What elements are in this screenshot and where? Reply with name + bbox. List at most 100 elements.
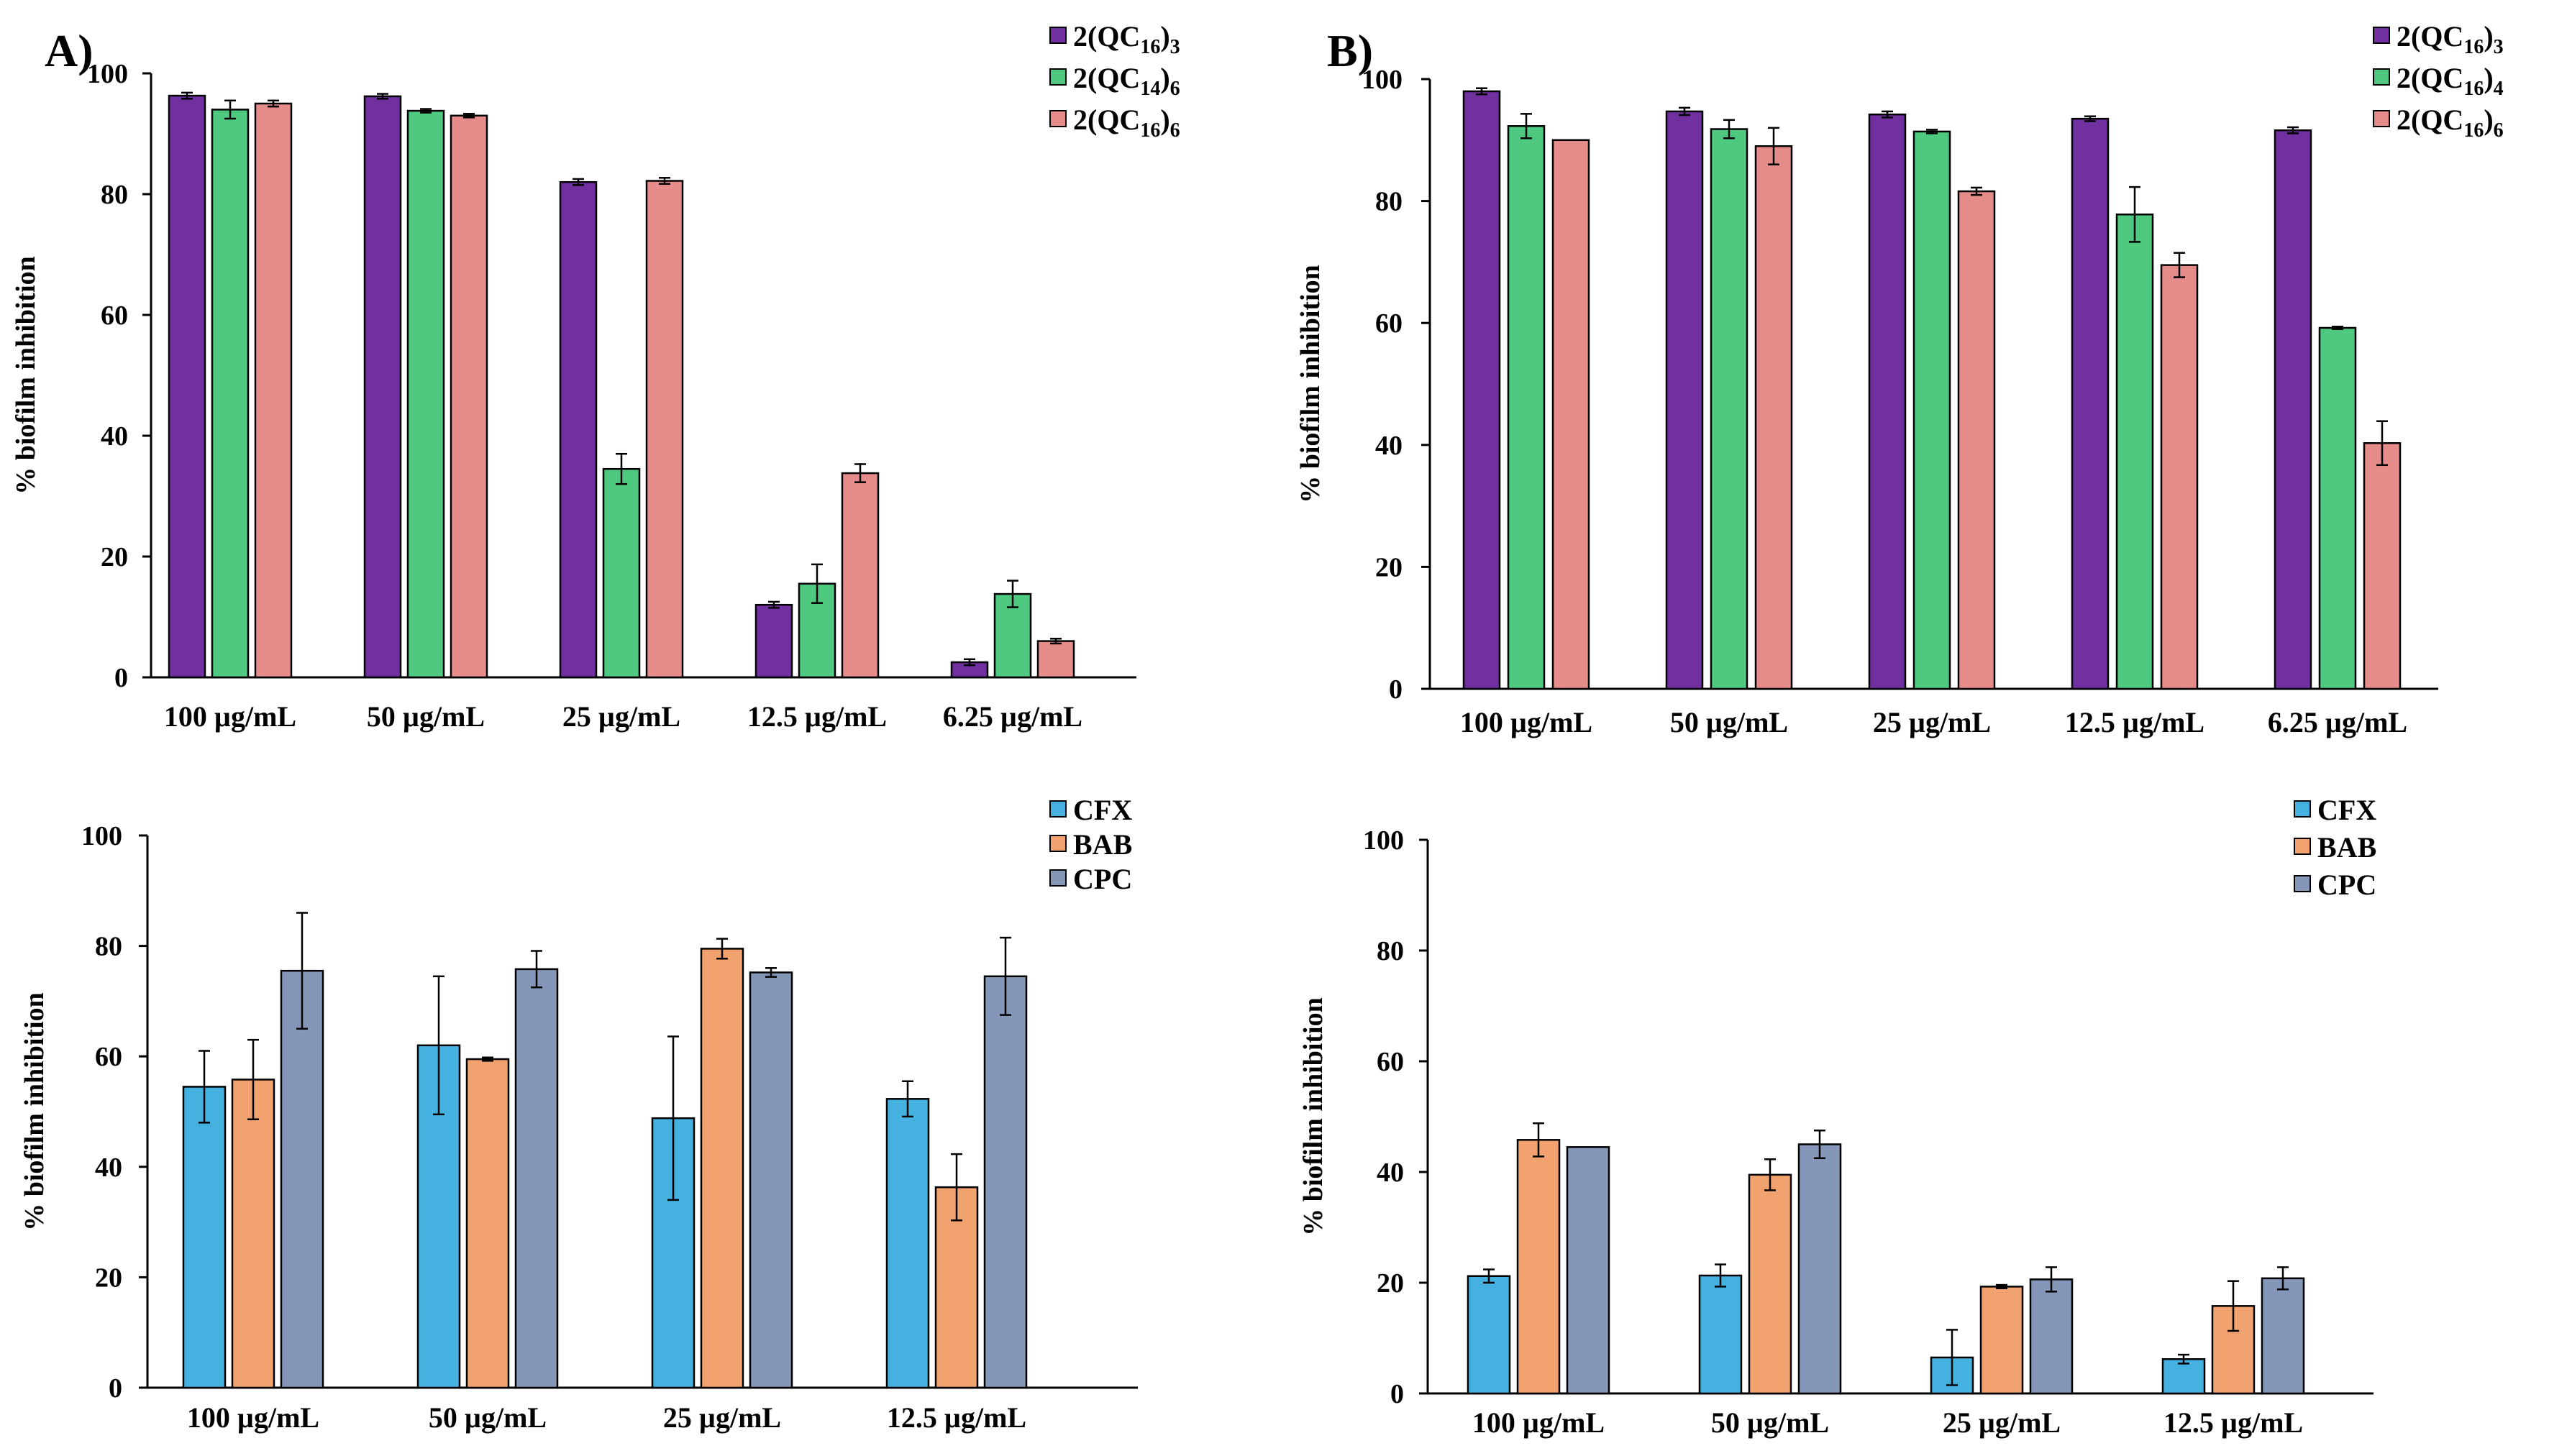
legend-label: 2(QC14)6	[1073, 62, 1180, 100]
y-tick-label: 80	[101, 180, 128, 210]
bar-2-qc16-4	[1912, 130, 1951, 690]
x-tick-label: 25 µg/mL	[562, 700, 680, 733]
bar-bab	[1748, 1173, 1792, 1395]
y-axis-label: % biofilm inhibition	[19, 992, 50, 1231]
chart-b-bottom: 0 20 40 60 80 100 % biofilm inhibition 100 µg/m…	[1298, 794, 2376, 1439]
legend-label-subscript: 16	[2463, 78, 2484, 100]
legend-label-paren: )	[1160, 104, 1169, 136]
legend-label-subscript: 16	[1140, 119, 1160, 142]
legend-label-subscript: 3	[1170, 36, 1180, 58]
legend-label: CFX	[2317, 794, 2376, 826]
y-tick-label: 20	[95, 1263, 122, 1293]
bar-2-qc16-3	[168, 94, 206, 679]
legend-label: CFX	[1073, 794, 1132, 826]
legend-swatch	[2294, 838, 2311, 855]
legend-label-base: CFX	[1073, 794, 1132, 826]
bar-2-qc16-6	[1754, 145, 1793, 690]
y-tick-label: 100	[81, 821, 122, 851]
x-tick-label: 12.5 µg/mL	[747, 700, 887, 733]
bar-2-qc16-6	[254, 102, 293, 679]
chart-a-top: 0 20 40 60 80 100 % biofilm inhibition 100 µg/m…	[11, 20, 1180, 733]
legend-label: 2(QC16)6	[1073, 104, 1180, 142]
legend-label-base: 2(QC	[1073, 62, 1140, 94]
y-tick-label: 0	[114, 663, 128, 693]
bar-cpc	[514, 968, 559, 1389]
bar-cpc	[280, 969, 324, 1389]
legend-label-subscript: 3	[2494, 36, 2504, 58]
y-tick-label: 100	[1363, 825, 1404, 856]
panel-letter-a: A)	[45, 25, 94, 76]
legend-label-subscript: 6	[2494, 119, 2504, 142]
x-tick-label: 25 µg/mL	[663, 1401, 781, 1434]
legend-swatch	[2373, 27, 2390, 44]
bar-2-qc16-3	[1868, 113, 1907, 690]
bar-bab	[1979, 1286, 2024, 1395]
y-tick-label: 80	[1377, 936, 1404, 966]
bar-cpc	[749, 971, 793, 1389]
x-tick-label: 100 µg/mL	[1472, 1406, 1605, 1439]
legend-label: 2(QC16)3	[2397, 20, 2504, 58]
bar-2-qc16-3	[1665, 110, 1704, 690]
bar-cpc	[2029, 1278, 2074, 1395]
legend-label-base: 2(QC	[2397, 104, 2463, 136]
y-tick-label: 0	[1390, 1379, 1404, 1409]
x-tick-label: 12.5 µg/mL	[887, 1401, 1026, 1434]
bar-cpc	[1566, 1146, 1610, 1395]
y-tick-label: 40	[101, 421, 128, 452]
bar-2-qc16-3	[363, 95, 402, 679]
y-tick-label: 80	[95, 932, 122, 962]
y-tick-label: 40	[1375, 431, 1403, 461]
legend-label: CPC	[1073, 863, 1132, 895]
x-tick-label: 50 µg/mL	[367, 700, 485, 733]
x-tick-label: 12.5 µg/mL	[2065, 706, 2204, 738]
bar-cfx	[885, 1098, 930, 1389]
legend-label-subscript: 16	[2463, 119, 2484, 142]
legend-label-base: 2(QC	[1073, 104, 1140, 136]
x-tick-label: 100 µg/mL	[1460, 706, 1592, 738]
bar-2-qc16-3	[2274, 129, 2312, 690]
bar-bab	[1516, 1139, 1561, 1395]
bar-2-qc16-6	[2363, 442, 2402, 690]
legend-label-base: CPC	[2317, 869, 2376, 901]
legend-swatch	[1049, 869, 1067, 887]
y-axis-label: % biofilm inhibition	[11, 256, 41, 495]
x-tick-label: 50 µg/mL	[1670, 706, 1788, 738]
legend-swatch	[1049, 68, 1067, 86]
bar-2-qc16-3	[2071, 117, 2110, 690]
y-tick-label: 20	[101, 542, 128, 572]
legend-label: BAB	[2317, 831, 2376, 864]
legend-swatch	[2294, 875, 2311, 892]
legend-label-base: CPC	[1073, 863, 1132, 895]
legend-swatch	[1049, 27, 1067, 44]
legend-swatch	[2373, 110, 2390, 127]
y-tick-label: 40	[95, 1153, 122, 1183]
bar-cpc	[2261, 1277, 2305, 1395]
y-tick-label: 100	[1362, 65, 1403, 95]
legend-label: CPC	[2317, 869, 2376, 901]
bar-2-qc16-4	[1710, 128, 1748, 690]
x-tick-label: 100 µg/mL	[187, 1401, 319, 1434]
x-tick-label: 50 µg/mL	[429, 1401, 547, 1434]
legend-label-subscript: 6	[1170, 78, 1180, 100]
legend-swatch	[2373, 68, 2390, 86]
legend-label: BAB	[1073, 828, 1132, 861]
legend-label-subscript: 6	[1170, 119, 1180, 142]
legend-label-subscript: 14	[1140, 78, 1160, 100]
bar-2-qc16-3	[559, 180, 598, 679]
legend-label-subscript: 4	[2494, 78, 2504, 100]
bar-bab	[231, 1079, 275, 1389]
legend-label-paren: )	[2484, 104, 2493, 136]
bar-cfx	[1698, 1274, 1743, 1395]
bar-2-qc16-6	[1551, 139, 1590, 690]
y-tick-label: 0	[109, 1373, 122, 1404]
y-tick-label: 20	[1375, 552, 1403, 582]
x-tick-label: 25 µg/mL	[1943, 1406, 2061, 1439]
y-tick-label: 60	[101, 301, 128, 331]
bar-cfx	[182, 1086, 227, 1389]
y-tick-label: 80	[1375, 187, 1403, 217]
bar-2-qc16-4	[2115, 214, 2154, 690]
bar-2-qc16-6	[450, 114, 488, 679]
bar-cpc	[1797, 1143, 1842, 1395]
legend-label-base: 2(QC	[2397, 62, 2463, 94]
